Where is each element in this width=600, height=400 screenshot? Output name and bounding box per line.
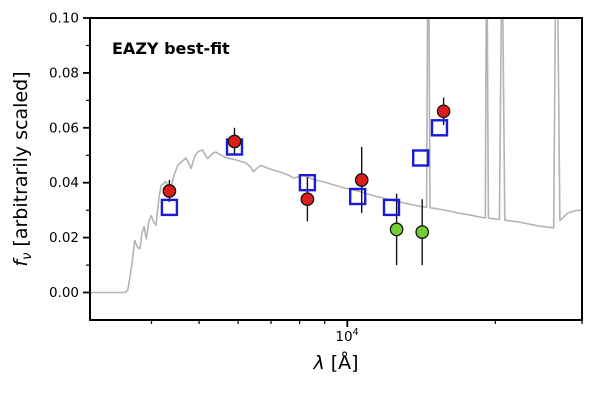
observed-photometry-green-point — [389, 222, 404, 237]
y-label-f: f — [10, 257, 32, 267]
y-tick-label: 0.06 — [49, 120, 79, 136]
y-tick-label: 0.02 — [49, 230, 79, 246]
observed-photometry-point — [436, 104, 451, 119]
bestfit-annotation: EAZY best-fit — [112, 39, 230, 58]
y-tick-label: 0.00 — [49, 285, 79, 301]
y-label-rest: [arbitrarily scaled] — [10, 71, 32, 252]
y-label-sub: ν — [20, 253, 35, 260]
x-tick-exponent: 4 — [353, 327, 359, 338]
x-label-units: [Å] — [325, 351, 359, 374]
observed-photometry-point — [227, 134, 242, 149]
observed-photometry-point — [300, 192, 315, 207]
template-photometry-point — [430, 119, 449, 137]
template-photometry-point — [412, 149, 430, 167]
axes-frame — [89, 17, 583, 321]
x-tick-base: 10 — [335, 329, 352, 345]
y-tick-label: 0.10 — [49, 11, 79, 27]
x-axis-label: λ [Å] — [312, 351, 358, 374]
chart-layer: 0.00 0.02 0.04 0.06 0.08 0.10 — [49, 11, 583, 327]
template-photometry-point — [382, 198, 401, 217]
template-photometry-point — [298, 173, 317, 192]
observed-photometry-green-point — [415, 225, 430, 239]
observed-photometry-point — [354, 173, 369, 187]
y-axis-label: fν [arbitrarily scaled] — [10, 71, 35, 266]
x-axis-tick-label: 104 — [335, 327, 358, 345]
x-label-lambda: λ — [312, 352, 324, 374]
template-photometry-point — [349, 187, 367, 206]
y-tick-label: 0.04 — [49, 175, 79, 191]
model-spectrum-line — [90, 17, 583, 294]
template-photometry-point — [160, 198, 179, 217]
observed-photometry-point — [162, 184, 177, 198]
y-tick-label: 0.08 — [49, 65, 79, 81]
